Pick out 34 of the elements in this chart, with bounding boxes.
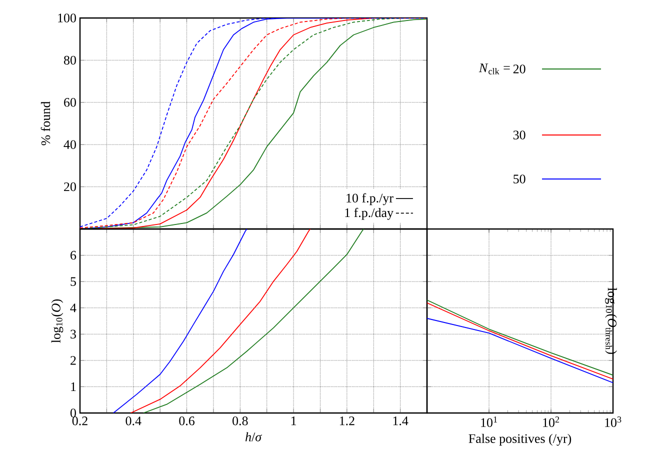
y-tick-label: 1 bbox=[71, 382, 76, 392]
y-tick-label: 6 bbox=[70, 250, 76, 260]
x-axis-title: False positives (/yr) bbox=[468, 434, 572, 446]
x-tick-label: 1.2 bbox=[340, 416, 354, 426]
line-series bbox=[130, 229, 311, 413]
x-tick-label: 0.4 bbox=[126, 416, 142, 426]
x-tick-label: 10$^{1}$ bbox=[481, 416, 497, 427]
legend-label: 30 bbox=[513, 130, 526, 140]
legend-label: 20 bbox=[513, 64, 526, 74]
x-tick-label: 10$^{2}$ bbox=[543, 416, 560, 428]
legend-title: N$_{clk}$ = bbox=[478, 64, 510, 74]
y-axis-title: % found bbox=[40, 101, 50, 146]
x-tick-label: 1 bbox=[291, 416, 296, 426]
annotation: 1 f.p./day bbox=[345, 208, 394, 220]
y-tick-label: 5 bbox=[70, 277, 76, 286]
y-tick-label: 40 bbox=[64, 140, 76, 149]
x-tick-label: 0.2 bbox=[72, 416, 88, 426]
y-tick-label: 80 bbox=[64, 56, 76, 65]
x-tick-label: 10$^{3}$ bbox=[605, 416, 622, 428]
annotation: 10 f.p./yr bbox=[346, 193, 394, 206]
y-tick-label: 3 bbox=[70, 330, 76, 339]
line-series bbox=[112, 229, 248, 413]
y-tick-label: 0 bbox=[70, 408, 76, 418]
y-tick-label: 100 bbox=[58, 14, 76, 22]
y-tick-label: 2 bbox=[70, 356, 76, 365]
x-tick-label: 0.6 bbox=[179, 416, 195, 426]
y-tick-label: 4 bbox=[70, 304, 76, 312]
y-tick-label: 20 bbox=[64, 182, 76, 192]
y-tick-label: 60 bbox=[64, 98, 76, 107]
x-axis-title: h/σ bbox=[246, 432, 262, 442]
x-tick-label: 1.4 bbox=[393, 416, 408, 426]
legend-label: 50 bbox=[514, 174, 526, 184]
y-axis-title: log$_{10}$(O) bbox=[51, 299, 64, 343]
x-tick-label: 0.8 bbox=[232, 416, 248, 426]
